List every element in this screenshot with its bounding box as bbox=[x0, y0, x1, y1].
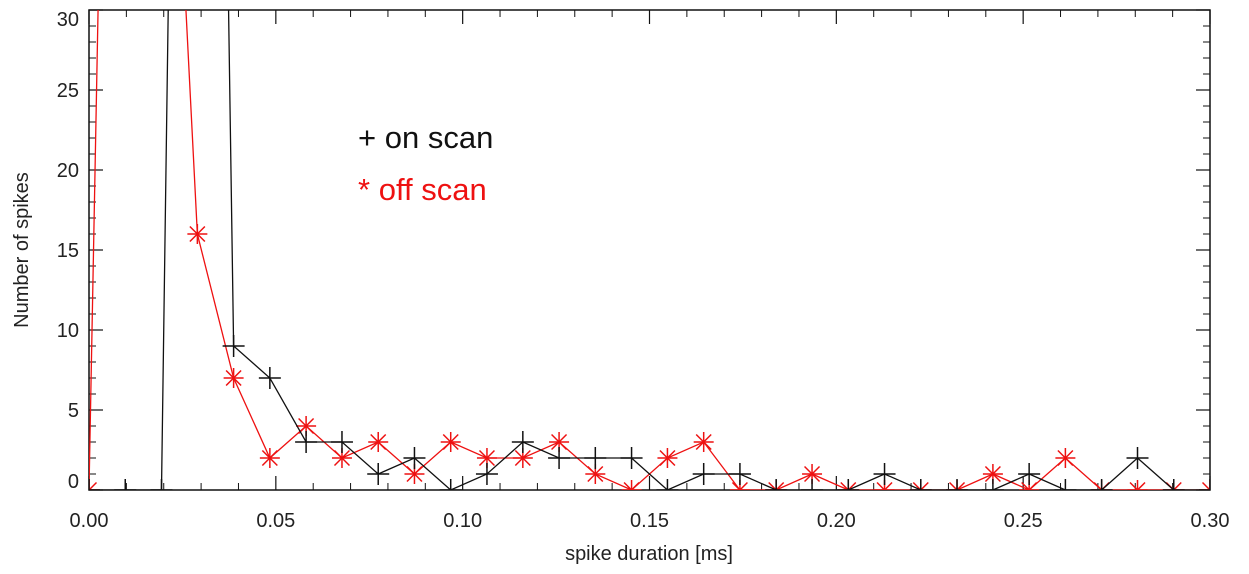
data-point bbox=[367, 463, 390, 485]
series-layer bbox=[89, 10, 1210, 490]
data-point bbox=[296, 416, 317, 436]
data-point bbox=[222, 335, 245, 357]
data-point bbox=[1162, 479, 1185, 490]
data-point bbox=[403, 447, 426, 469]
data-point bbox=[1200, 480, 1210, 490]
legend-label: off scan bbox=[379, 172, 487, 207]
x-tick-label: 0.15 bbox=[630, 510, 669, 532]
x-tick-label: 0.20 bbox=[817, 510, 856, 532]
series-line bbox=[89, 10, 1210, 490]
data-point bbox=[1127, 480, 1148, 490]
series-line bbox=[89, 10, 1210, 490]
data-point bbox=[873, 463, 896, 485]
x-axis-label: spike duration [ms] bbox=[565, 543, 733, 565]
data-point bbox=[1090, 479, 1113, 490]
data-point bbox=[982, 464, 1003, 484]
data-point bbox=[548, 447, 571, 469]
legend: + on scan * off scan bbox=[358, 120, 493, 207]
y-tick-label: 10 bbox=[57, 320, 79, 342]
series-off-scan bbox=[89, 10, 1210, 490]
data-point bbox=[693, 432, 714, 452]
data-point bbox=[330, 431, 353, 453]
data-point bbox=[657, 448, 678, 468]
y-tick-label: 15 bbox=[57, 240, 79, 262]
x-tick-label: 0.05 bbox=[256, 510, 295, 532]
x-tick-label: 0.10 bbox=[443, 510, 482, 532]
legend-marker: * bbox=[358, 172, 370, 207]
data-point bbox=[440, 432, 461, 452]
y-tick-label: 20 bbox=[57, 160, 79, 182]
data-point bbox=[114, 479, 137, 490]
data-point bbox=[439, 479, 462, 490]
data-point bbox=[692, 463, 715, 485]
series-on-scan bbox=[89, 10, 1210, 490]
data-point bbox=[1126, 447, 1149, 469]
data-point bbox=[475, 463, 498, 485]
data-point bbox=[368, 432, 389, 452]
data-point bbox=[621, 480, 642, 490]
data-point bbox=[187, 224, 208, 244]
data-point bbox=[258, 367, 281, 389]
y-tick-label: 5 bbox=[68, 400, 79, 422]
data-point bbox=[909, 479, 932, 490]
data-point bbox=[728, 463, 751, 485]
data-point bbox=[656, 479, 679, 490]
data-point bbox=[89, 479, 100, 490]
legend-marker: + bbox=[358, 120, 376, 155]
data-point bbox=[259, 448, 280, 468]
data-point bbox=[981, 479, 1004, 490]
data-point bbox=[620, 447, 643, 469]
plot-frame bbox=[88, 9, 1211, 491]
data-point bbox=[150, 479, 173, 490]
axis-ticks bbox=[88, 9, 1211, 491]
x-tick-label: 0.30 bbox=[1191, 510, 1230, 532]
legend-entry: * off scan bbox=[358, 172, 487, 207]
y-tick-label: 25 bbox=[57, 80, 79, 102]
data-point bbox=[89, 480, 99, 490]
data-point bbox=[837, 479, 860, 490]
y-tick-label: 0 bbox=[68, 471, 79, 493]
data-point bbox=[946, 479, 969, 490]
tick-labels: 0.00 0.05 0.10 0.15 0.20 0.25 0.30 0 5 10 15 20 25 30 bbox=[57, 9, 1230, 532]
data-point bbox=[1199, 479, 1210, 490]
legend-label: on scan bbox=[385, 120, 494, 155]
data-point bbox=[511, 431, 534, 453]
legend-entry: + on scan bbox=[358, 120, 493, 155]
y-axis-label: Number of spikes bbox=[11, 172, 33, 328]
x-tick-label: 0.00 bbox=[70, 510, 109, 532]
data-point bbox=[1018, 463, 1041, 485]
y-tick-label: 30 bbox=[57, 9, 79, 31]
data-point bbox=[584, 447, 607, 469]
data-point bbox=[223, 368, 244, 388]
data-point bbox=[295, 431, 318, 453]
x-tick-label: 0.25 bbox=[1004, 510, 1043, 532]
data-point bbox=[1055, 448, 1076, 468]
data-point bbox=[765, 479, 788, 490]
data-point bbox=[801, 479, 824, 490]
data-point bbox=[1054, 479, 1077, 490]
